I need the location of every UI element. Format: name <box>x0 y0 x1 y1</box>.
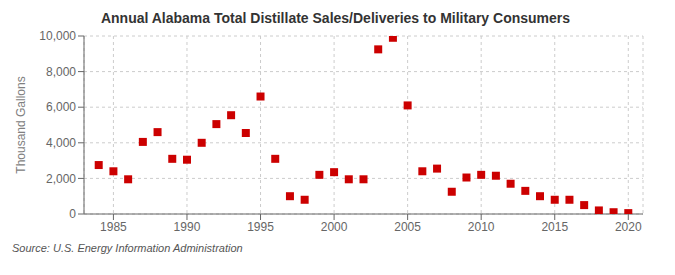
svg-text:1985: 1985 <box>100 220 127 234</box>
svg-text:2020: 2020 <box>615 220 642 234</box>
svg-text:2015: 2015 <box>541 220 568 234</box>
svg-text:2005: 2005 <box>394 220 421 234</box>
html-text:Source: U.S. Energy Informatio: Source: U.S. Energy Information Administ… <box>12 242 243 254</box>
svg-text:4,000: 4,000 <box>46 136 76 150</box>
svg-text:2000: 2000 <box>321 220 348 234</box>
svg-text:6,000: 6,000 <box>46 100 76 114</box>
svg-text:0: 0 <box>69 207 76 221</box>
svg-text:1995: 1995 <box>247 220 274 234</box>
svg-text:2010: 2010 <box>468 220 495 234</box>
svg-text:Thousand Gallons: Thousand Gallons <box>14 76 28 173</box>
html-text:Annual Alabama Total Distillat: Annual Alabama Total Distillate Sales/De… <box>100 10 571 26</box>
svg-text:8,000: 8,000 <box>46 65 76 79</box>
svg-text:10,000: 10,000 <box>39 29 76 43</box>
svg-text:1990: 1990 <box>174 220 201 234</box>
svg-text:2,000: 2,000 <box>46 172 76 186</box>
